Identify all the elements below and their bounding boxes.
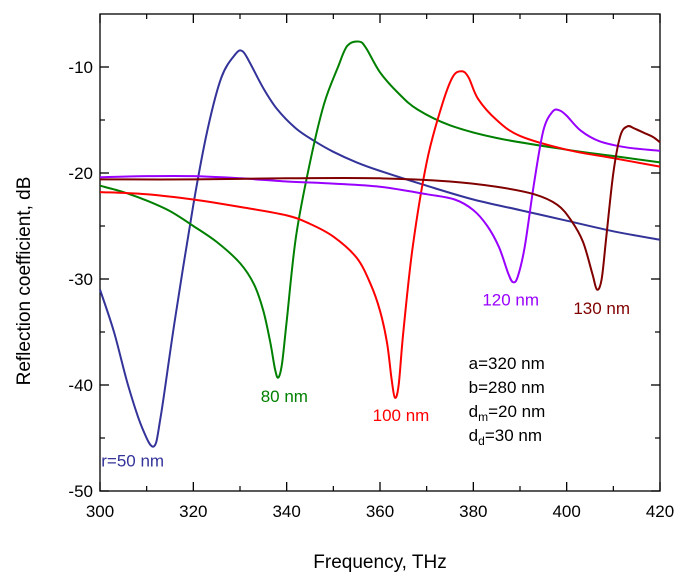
x-tick-label: 380 [459,502,487,521]
series-layer [99,40,661,448]
y-axis-label: Reflection coefficient, dB [14,177,35,386]
x-tick-label: 400 [552,502,580,521]
y-tick-label: -20 [68,164,93,183]
parameter-line-1: b=280 nm [469,378,545,397]
series-line-3 [99,108,661,284]
y-axis: -50 -40 -30 -20 -10 [68,58,660,501]
y-tick-label: -10 [68,58,93,77]
series-line-2 [99,70,661,399]
y-tick-label: -40 [68,376,93,395]
x-axis-label: Frequency, THz [313,552,446,573]
parameter-line-0: a=320 nm [469,354,545,373]
series-line-4 [99,125,661,291]
x-tick-label: 300 [86,502,114,521]
y-tick-label: -50 [68,482,93,501]
annotation-layer: r=50 nm 80 nm 100 nm 120 nm 130 nm [101,291,630,471]
parameter-line-3: dd=30 nm [469,426,542,448]
series-annotation-3: 120 nm [482,291,539,310]
y-tick-label: -30 [68,270,93,289]
x-tick-label: 360 [366,502,394,521]
series-annotation-2: 100 nm [373,406,430,425]
series-annotation-0: r=50 nm [101,452,164,471]
x-tick-label: 420 [646,502,674,521]
parameter-line-2: dm=20 nm [469,402,546,424]
series-annotation-4: 130 nm [573,299,630,318]
series-line-0 [99,49,661,448]
x-axis: 300 320 340 360 380 400 420 [86,14,674,521]
series-annotation-1: 80 nm [261,387,308,406]
series-line-1 [99,40,661,379]
x-tick-label: 340 [272,502,300,521]
x-tick-label: 320 [179,502,207,521]
